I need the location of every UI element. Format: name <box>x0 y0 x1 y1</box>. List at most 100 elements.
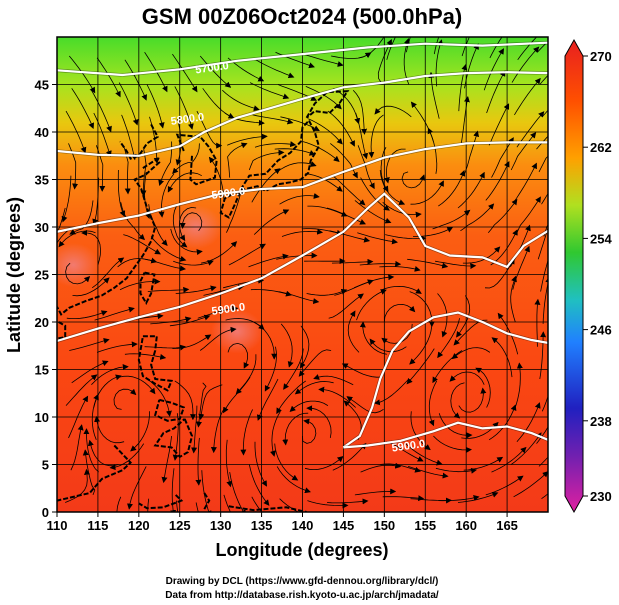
streamline-147 <box>282 412 309 446</box>
streamline-255 <box>461 37 470 57</box>
streamline-104 <box>228 243 266 266</box>
streamline-269 <box>486 70 506 114</box>
streamline-7 <box>72 277 110 297</box>
streamline-68 <box>174 380 196 421</box>
streamline-37 <box>124 353 167 360</box>
streamline-130 <box>274 443 299 481</box>
streamline-261 <box>451 347 491 360</box>
streamline-16 <box>82 449 96 496</box>
streamline-243 <box>458 387 487 413</box>
streamline-15 <box>68 55 96 94</box>
streamline-17 <box>83 428 99 473</box>
streamline-120 <box>248 253 289 268</box>
streamline-216 <box>407 258 449 269</box>
warm-spot-0 <box>57 243 100 287</box>
streamline-1 <box>70 424 84 471</box>
streamline-65 <box>170 468 177 512</box>
streamline-113 <box>248 464 270 506</box>
streamline-117 <box>235 354 257 395</box>
streamline-212 <box>373 378 410 406</box>
colorbar-tick-label-254: 254 <box>590 231 612 246</box>
streamline-143 <box>275 51 315 69</box>
streamline-56 <box>145 258 186 272</box>
contour-label-1: 5800.0 <box>170 111 205 128</box>
streamline-193 <box>380 463 421 473</box>
streamline-108 <box>227 133 268 146</box>
streamline-88 <box>200 241 238 264</box>
streamline-272 <box>513 471 548 498</box>
streamline-121 <box>253 209 290 235</box>
streamline-273 <box>510 432 542 465</box>
streamline-53 <box>144 344 186 351</box>
coastline-0 <box>305 90 350 119</box>
streamline-218 <box>410 180 444 205</box>
streamline-246 <box>437 318 460 359</box>
x-tick-label-125: 125 <box>169 518 191 533</box>
x-tick-label-130: 130 <box>210 518 232 533</box>
credit-line-1: Drawing by DCL (https://www.gfd-dennou.o… <box>166 576 439 587</box>
streamline-5 <box>69 338 110 351</box>
streamline-122 <box>251 168 281 203</box>
y-tick-label-30: 30 <box>35 220 49 235</box>
colorbar-bar <box>564 38 584 514</box>
streamline-139 <box>276 161 317 173</box>
x-tick-label-165: 165 <box>496 518 518 533</box>
streamline-98 <box>225 439 233 488</box>
streamline-151 <box>306 288 348 296</box>
streamline-278 <box>510 275 517 323</box>
streamline-83 <box>191 405 198 454</box>
colorbar-tick-label-238: 238 <box>590 414 612 429</box>
x-tick-label-145: 145 <box>333 518 355 533</box>
streamline-46 <box>118 82 139 126</box>
streamline-275 <box>514 362 523 410</box>
streamline-101 <box>227 342 250 369</box>
streamline-196 <box>341 363 382 378</box>
streamline-49 <box>127 466 147 510</box>
streamline-170 <box>326 207 367 225</box>
x-tick-label-135: 135 <box>251 518 273 533</box>
streamline-118 <box>253 321 278 360</box>
streamline-184 <box>359 260 402 267</box>
streamline-289 <box>538 456 548 467</box>
streamline-74 <box>172 205 188 248</box>
streamline-50 <box>109 443 145 471</box>
streamline-300 <box>536 135 548 150</box>
colorbar-tick-label-246: 246 <box>590 323 612 338</box>
streamline-302 <box>539 74 548 85</box>
streamline-210 <box>405 443 443 466</box>
streamline-256 <box>485 475 524 496</box>
coastline-7 <box>137 335 174 392</box>
streamline-205 <box>368 114 384 159</box>
streamline-90 <box>178 206 197 242</box>
streamline-125 <box>252 114 294 125</box>
streamline-240 <box>457 491 499 503</box>
streamline-286 <box>511 46 540 83</box>
contour-line-4 <box>342 311 548 449</box>
streamline-35 <box>113 388 137 410</box>
streamline-41 <box>123 234 161 255</box>
streamline-179 <box>318 386 356 408</box>
y-tick-label-25: 25 <box>35 268 49 283</box>
y-tick-label-5: 5 <box>42 458 49 473</box>
streamline-197 <box>359 321 387 355</box>
y-tick-label-45: 45 <box>35 78 49 93</box>
streamline-6 <box>66 310 108 319</box>
credit-line-2: Data from http://database.rish.kyoto-u.a… <box>165 590 439 601</box>
streamline-182 <box>356 289 387 321</box>
x-axis-ticks: 110 115 120 125 130 135 140 145 150 155 160 165 <box>47 512 518 533</box>
streamline-30 <box>91 89 112 133</box>
streamline-291 <box>541 395 548 412</box>
streamline-199 <box>381 285 422 294</box>
streamline-11 <box>61 175 72 223</box>
x-tick-label-150: 150 <box>373 518 395 533</box>
streamline-13 <box>65 110 87 154</box>
x-axis-title: Longitude (degrees) <box>215 540 388 560</box>
contour-line-3 <box>57 192 548 343</box>
streamline-97 <box>229 472 246 512</box>
y-tick-label-15: 15 <box>35 363 49 378</box>
streamline-134 <box>280 323 294 368</box>
streamline-48 <box>147 498 150 512</box>
coastline-2 <box>175 133 218 186</box>
streamline-241 <box>463 456 504 471</box>
streamline-295 <box>540 245 548 292</box>
